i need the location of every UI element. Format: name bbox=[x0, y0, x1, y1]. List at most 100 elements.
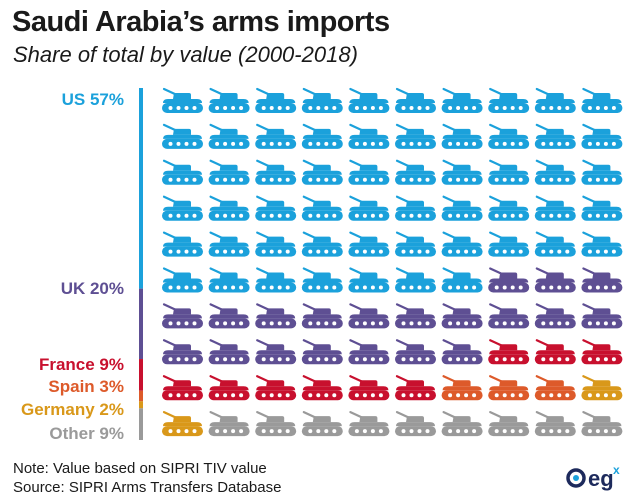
tank-icon-us bbox=[162, 195, 203, 221]
bar-segment-uk bbox=[139, 288, 143, 360]
tank-icon-us bbox=[441, 267, 483, 293]
tank-icon-us bbox=[534, 195, 576, 221]
tank-icon-uk bbox=[255, 303, 297, 329]
tank-icon-france bbox=[395, 375, 436, 401]
tank-icon-uk bbox=[208, 303, 250, 329]
tank-icon-france bbox=[534, 339, 576, 365]
tank-icon-us bbox=[255, 195, 297, 221]
tank-icon-uk bbox=[534, 267, 576, 293]
tank-icon-us bbox=[488, 159, 530, 185]
tank-icon-other bbox=[208, 411, 250, 437]
tank-icon-uk bbox=[162, 303, 203, 329]
tank-icon-us bbox=[208, 231, 250, 257]
tank-icon-us bbox=[534, 123, 576, 149]
tank-icon-france bbox=[162, 375, 203, 401]
tank-icon-us bbox=[162, 87, 203, 113]
bar-segment-germany bbox=[139, 401, 143, 409]
tank-icon-uk bbox=[301, 339, 343, 365]
tank-icon-us bbox=[208, 159, 250, 185]
tank-icon-us bbox=[348, 267, 390, 293]
tank-icon-other bbox=[255, 411, 297, 437]
tank-icon-us bbox=[255, 231, 297, 257]
tank-icon-us bbox=[488, 123, 530, 149]
tank-icon-us bbox=[255, 87, 297, 113]
legend-label-uk: UK 20% bbox=[60, 279, 124, 298]
svg-text:x: x bbox=[613, 463, 620, 477]
tank-icon-uk bbox=[441, 303, 483, 329]
tank-icon-us bbox=[441, 231, 483, 257]
tank-icon-us bbox=[162, 231, 203, 257]
bar-segment-spain bbox=[139, 390, 143, 402]
tank-icon-us bbox=[301, 231, 343, 257]
tank-icon-uk bbox=[395, 303, 436, 329]
tank-icon-other bbox=[301, 411, 343, 437]
tank-icon-france bbox=[348, 375, 390, 401]
tank-icon-us bbox=[348, 159, 390, 185]
tank-icon-us bbox=[301, 123, 343, 149]
tank-icon-us bbox=[581, 87, 623, 113]
tank-icon-other bbox=[581, 411, 623, 437]
tank-icon-uk bbox=[301, 303, 343, 329]
tank-icon-us bbox=[581, 159, 623, 185]
tank-icon-spain bbox=[441, 375, 483, 401]
tank-icon-us bbox=[488, 87, 530, 113]
tank-icon-france bbox=[581, 339, 623, 365]
tank-icon-us bbox=[348, 231, 390, 257]
tank-icon-uk bbox=[395, 339, 436, 365]
tank-icon-france bbox=[208, 375, 250, 401]
bar-segment-other bbox=[139, 408, 143, 440]
tank-icon-us bbox=[208, 123, 250, 149]
chart-title: Saudi Arabia’s arms imports bbox=[12, 6, 390, 38]
tank-icon-us bbox=[441, 87, 483, 113]
footer: Note: Value based on SIPRI TIV value Sou… bbox=[13, 459, 281, 497]
source-text: Source: SIPRI Arms Transfers Database bbox=[13, 479, 282, 496]
tank-icon-germany bbox=[581, 375, 623, 401]
logo-icon: eg x bbox=[566, 463, 620, 491]
tank-icon-us bbox=[395, 159, 436, 185]
tank-icon-us bbox=[534, 231, 576, 257]
tank-icon-uk bbox=[162, 339, 203, 365]
tank-icon-us bbox=[208, 87, 250, 113]
tank-icon-us bbox=[581, 123, 623, 149]
tank-icon-uk bbox=[348, 339, 390, 365]
tank-icon-us bbox=[581, 231, 623, 257]
tank-icon-us bbox=[255, 159, 297, 185]
tank-icon-us bbox=[488, 231, 530, 257]
tank-icon-france bbox=[301, 375, 343, 401]
tank-icon-uk bbox=[348, 303, 390, 329]
egx-logo: eg x bbox=[563, 462, 633, 497]
tank-icon-uk bbox=[534, 303, 576, 329]
tank-icon-uk bbox=[488, 267, 530, 293]
tank-icon-us bbox=[348, 123, 390, 149]
legend-label-other: Other 9% bbox=[49, 424, 124, 443]
tank-icon-other bbox=[348, 411, 390, 437]
tank-icon-us bbox=[208, 195, 250, 221]
tank-icon-france bbox=[488, 339, 530, 365]
legend-label-spain: Spain 3% bbox=[48, 377, 124, 396]
tank-icon-us bbox=[395, 123, 436, 149]
tank-icon-us bbox=[348, 87, 390, 113]
tank-icon-us bbox=[301, 87, 343, 113]
tank-icon-germany bbox=[162, 411, 203, 437]
tank-icon-other bbox=[488, 411, 530, 437]
legend-label-us: US 57% bbox=[61, 90, 124, 109]
tank-icon-us bbox=[441, 123, 483, 149]
tank-icon-us bbox=[301, 195, 343, 221]
tank-icon-uk bbox=[488, 303, 530, 329]
tank-icon-us bbox=[581, 195, 623, 221]
tank-icon-us bbox=[162, 267, 203, 293]
tank-icon-us bbox=[301, 159, 343, 185]
tank-icon-us bbox=[534, 87, 576, 113]
note-text: Note: Value based on SIPRI TIV value bbox=[13, 460, 267, 477]
tank-icon-us bbox=[395, 195, 436, 221]
chart-subtitle: Share of total by value (2000-2018) bbox=[13, 42, 358, 67]
tank-icon-us bbox=[255, 267, 297, 293]
tank-icon-france bbox=[255, 375, 297, 401]
tank-icon-uk bbox=[208, 339, 250, 365]
tank-icon-us bbox=[162, 123, 203, 149]
tank-icon-us bbox=[301, 267, 343, 293]
tank-icon-spain bbox=[534, 375, 576, 401]
svg-text:eg: eg bbox=[588, 466, 614, 491]
tank-icon-us bbox=[488, 195, 530, 221]
